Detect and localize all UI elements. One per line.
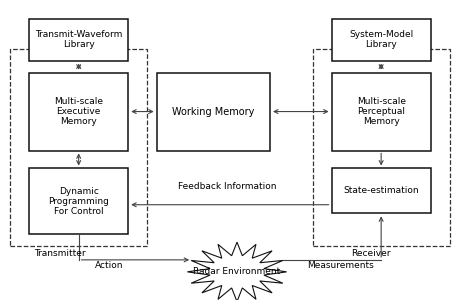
Text: Action: Action	[95, 261, 124, 270]
Text: Measurements: Measurements	[308, 261, 374, 270]
Text: Dynamic
Programming
For Control: Dynamic Programming For Control	[48, 187, 109, 216]
Text: Multi-scale
Executive
Memory: Multi-scale Executive Memory	[54, 97, 103, 126]
FancyBboxPatch shape	[331, 73, 431, 150]
FancyBboxPatch shape	[29, 169, 128, 234]
FancyBboxPatch shape	[331, 169, 431, 213]
Text: Working Memory: Working Memory	[172, 107, 255, 116]
Text: Transmit-Waveform
Library: Transmit-Waveform Library	[35, 30, 122, 49]
FancyBboxPatch shape	[29, 19, 128, 61]
Polygon shape	[187, 242, 287, 301]
Text: Transmitter: Transmitter	[34, 249, 85, 258]
Text: Receiver: Receiver	[351, 249, 391, 258]
Text: Feedback Information: Feedback Information	[178, 182, 277, 191]
FancyBboxPatch shape	[156, 73, 270, 150]
Text: System-Model
Library: System-Model Library	[349, 30, 413, 49]
FancyBboxPatch shape	[29, 73, 128, 150]
Text: Radar Environment: Radar Environment	[193, 267, 281, 276]
FancyBboxPatch shape	[331, 19, 431, 61]
Text: Multi-scale
Perceptual
Memory: Multi-scale Perceptual Memory	[356, 97, 406, 126]
Text: State-estimation: State-estimation	[343, 186, 419, 195]
